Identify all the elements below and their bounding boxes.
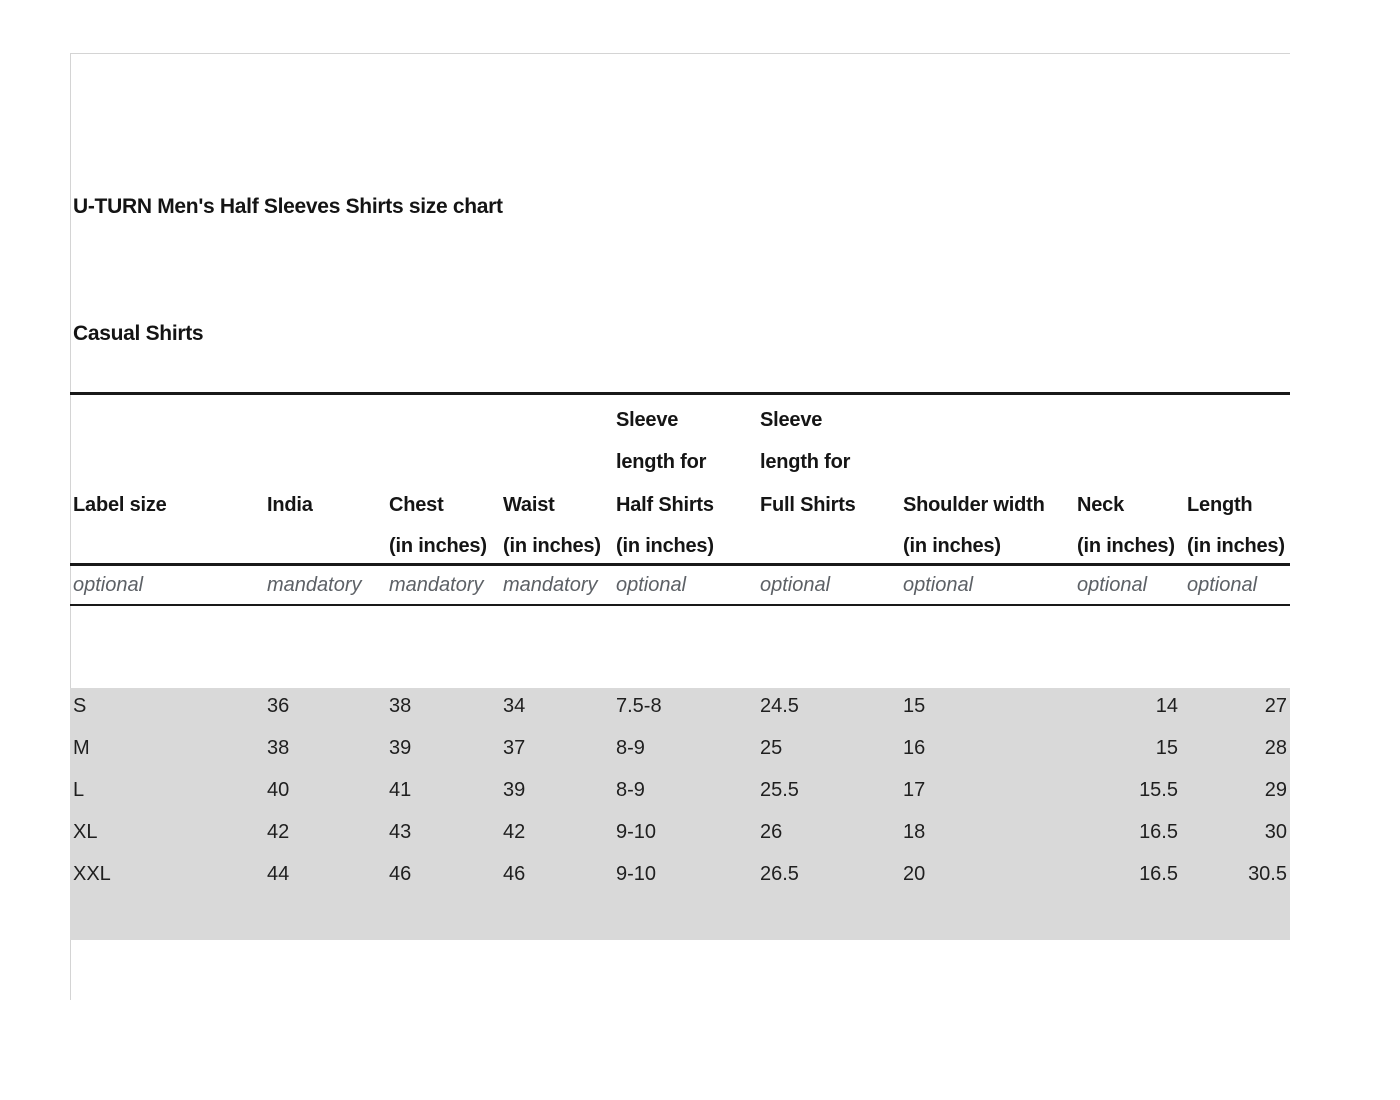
requirement-sleeve-full: optional xyxy=(760,574,831,596)
length-value: 28 xyxy=(1264,737,1287,759)
chest-value: 46 xyxy=(389,863,412,885)
header-bottom-rule xyxy=(70,563,1290,566)
sleeve-half-value: 8-9 xyxy=(616,737,645,759)
requirement-bottom-rule xyxy=(70,604,1290,606)
india-value: 40 xyxy=(267,779,290,801)
column-header-length-units: (in inches) xyxy=(1187,535,1285,557)
waist-value: 34 xyxy=(503,695,526,717)
neck-value: 16.5 xyxy=(1139,821,1178,843)
column-header-sleeve-half-units: (in inches) xyxy=(616,535,714,557)
length-value: 29 xyxy=(1264,779,1287,801)
column-header-sleeve-half-line1: Sleeve xyxy=(616,409,679,431)
requirement-label-size: optional xyxy=(73,574,144,596)
sleeve-full-value: 25 xyxy=(760,737,783,759)
length-value: 30 xyxy=(1264,821,1287,843)
requirement-sleeve-half: optional xyxy=(616,574,687,596)
column-header-sleeve-half-line2: length for xyxy=(616,451,707,473)
table-row-s: S 36 38 34 7.5-8 24.5 15 14 27 xyxy=(70,685,1290,727)
column-header-sleeve-full-line3: Full Shirts xyxy=(760,494,856,516)
size-label: L xyxy=(73,779,85,801)
chest-value: 39 xyxy=(389,737,412,759)
size-label: M xyxy=(73,737,90,759)
requirement-waist: mandatory xyxy=(503,574,598,596)
column-header-sleeve-half-line3: Half Shirts xyxy=(616,494,714,516)
column-header-chest-units: (in inches) xyxy=(389,535,487,557)
chest-value: 38 xyxy=(389,695,412,717)
panel-left-border xyxy=(70,53,71,1000)
sleeve-half-value: 9-10 xyxy=(616,863,657,885)
waist-value: 37 xyxy=(503,737,526,759)
neck-value: 16.5 xyxy=(1139,863,1178,885)
requirement-length: optional xyxy=(1187,574,1258,596)
column-header-sleeve-full-line2: length for xyxy=(760,451,851,473)
column-header-length: Length xyxy=(1187,494,1253,516)
waist-value: 46 xyxy=(503,863,526,885)
table-row-xl: XL 42 43 42 9-10 26 18 16.5 30 xyxy=(70,811,1290,853)
table-row-m: M 38 39 37 8-9 25 16 15 28 xyxy=(70,727,1290,769)
requirement-india: mandatory xyxy=(267,574,362,596)
table-top-rule xyxy=(70,392,1290,395)
requirement-chest: mandatory xyxy=(389,574,484,596)
size-label: S xyxy=(73,695,87,717)
column-header-shoulder-width: Shoulder width xyxy=(903,494,1045,516)
sleeve-full-value: 26.5 xyxy=(760,863,799,885)
neck-value: 15.5 xyxy=(1139,779,1178,801)
sleeve-full-value: 24.5 xyxy=(760,695,799,717)
shoulder-width-value: 17 xyxy=(903,779,926,801)
india-value: 42 xyxy=(267,821,290,843)
data-rows-background xyxy=(70,688,1290,940)
shoulder-width-value: 20 xyxy=(903,863,926,885)
column-header-waist-units: (in inches) xyxy=(503,535,601,557)
section-title: Casual Shirts xyxy=(73,322,204,345)
table-row-xxl: XXL 44 46 46 9-10 26.5 20 16.5 30.5 xyxy=(70,853,1290,895)
column-header-shoulder-width-units: (in inches) xyxy=(903,535,1001,557)
column-header-chest: Chest xyxy=(389,494,444,516)
requirement-shoulder-width: optional xyxy=(903,574,974,596)
column-header-label-size: Label size xyxy=(73,494,167,516)
neck-value: 15 xyxy=(1155,737,1178,759)
waist-value: 39 xyxy=(503,779,526,801)
length-value: 27 xyxy=(1264,695,1287,717)
neck-value: 14 xyxy=(1155,695,1178,717)
shoulder-width-value: 16 xyxy=(903,737,926,759)
column-header-waist: Waist xyxy=(503,494,555,516)
length-value: 30.5 xyxy=(1248,863,1287,885)
sleeve-half-value: 7.5-8 xyxy=(616,695,662,717)
column-header-india: India xyxy=(267,494,313,516)
size-label: XXL xyxy=(73,863,111,885)
column-header-neck-units: (in inches) xyxy=(1077,535,1175,557)
requirement-neck: optional xyxy=(1077,574,1148,596)
india-value: 44 xyxy=(267,863,290,885)
panel-top-border xyxy=(70,53,1290,54)
column-header-sleeve-full-line1: Sleeve xyxy=(760,409,823,431)
sleeve-full-value: 25.5 xyxy=(760,779,799,801)
page-title: U-TURN Men's Half Sleeves Shirts size ch… xyxy=(73,195,503,218)
chest-value: 43 xyxy=(389,821,412,843)
size-label: XL xyxy=(73,821,98,843)
shoulder-width-value: 15 xyxy=(903,695,926,717)
table-row-l: L 40 41 39 8-9 25.5 17 15.5 29 xyxy=(70,769,1290,811)
india-value: 36 xyxy=(267,695,290,717)
sleeve-full-value: 26 xyxy=(760,821,783,843)
waist-value: 42 xyxy=(503,821,526,843)
sleeve-half-value: 8-9 xyxy=(616,779,645,801)
chest-value: 41 xyxy=(389,779,412,801)
india-value: 38 xyxy=(267,737,290,759)
sleeve-half-value: 9-10 xyxy=(616,821,657,843)
shoulder-width-value: 18 xyxy=(903,821,926,843)
column-header-neck: Neck xyxy=(1077,494,1125,516)
